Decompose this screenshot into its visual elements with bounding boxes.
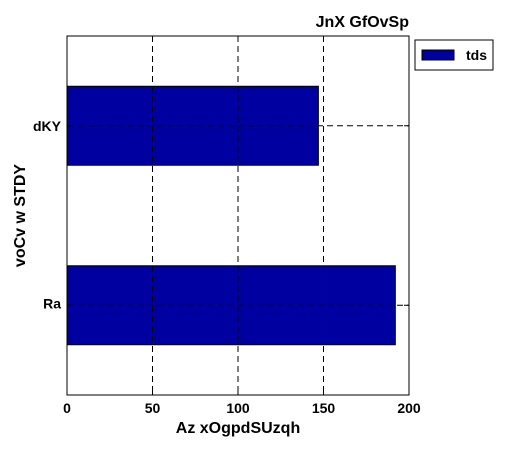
x-tick-label: 200 <box>397 400 421 416</box>
y-axis-label: voCv w STDY <box>12 164 29 267</box>
chart-title: JnX GfOvSp <box>316 14 410 31</box>
y-tick-label: Ra <box>43 295 61 311</box>
x-tick-label: 50 <box>145 400 161 416</box>
legend: tds <box>414 39 494 71</box>
y-tick-label: dKY <box>33 118 62 134</box>
x-tick-label: 100 <box>226 400 250 416</box>
x-tick-label: 150 <box>312 400 336 416</box>
x-axis-label: Az xOgpdSUzqh <box>176 420 300 437</box>
y-axis-ticks: Ra dKY <box>33 118 409 311</box>
x-axis-ticks: 0 50 100 150 200 <box>63 36 421 416</box>
legend-swatch <box>421 49 455 61</box>
grid-lines <box>67 36 409 395</box>
x-tick-label: 0 <box>63 400 71 416</box>
legend-entry-label: tds <box>466 47 487 63</box>
